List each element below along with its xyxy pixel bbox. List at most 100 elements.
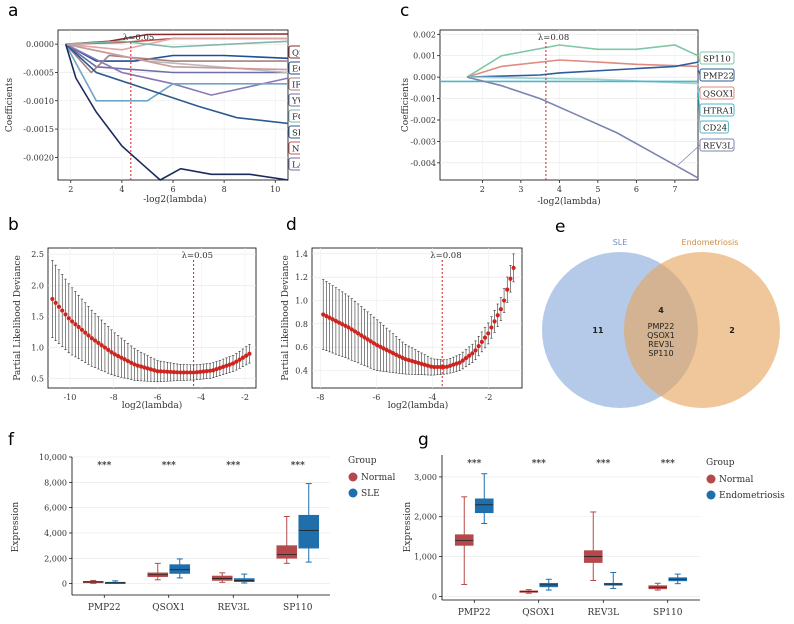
x-tick-label: 3 <box>518 185 523 194</box>
deviance-point <box>171 370 176 375</box>
deviance-point <box>247 351 252 356</box>
venn-count-overlap: 4 <box>658 306 664 315</box>
deviance-point <box>69 319 75 324</box>
deviance-point <box>324 314 329 319</box>
x-tick-label: 4 <box>119 185 124 194</box>
deviance-point <box>125 358 131 364</box>
y-tick-label: 0.8 <box>295 320 308 329</box>
x-tick-label: -10 <box>63 393 76 402</box>
y-tick-label: 0.4 <box>295 367 308 376</box>
box-endometriosis <box>474 498 494 514</box>
x-tick-label: -8 <box>110 393 118 402</box>
deviance-point <box>448 363 453 368</box>
gene-tag-box <box>288 77 300 91</box>
deviance-point <box>340 322 345 327</box>
deviance-point <box>230 361 236 366</box>
deviance-point <box>175 370 180 375</box>
deviance-point <box>441 364 446 370</box>
deviance-point <box>413 359 418 365</box>
deviance-point <box>102 345 108 350</box>
box-normal <box>276 545 298 559</box>
tag-connector <box>697 83 701 128</box>
significance-mark: *** <box>661 459 675 469</box>
x-tick-label: 2 <box>480 185 485 194</box>
gridlines-b <box>48 248 256 388</box>
deviance-point <box>198 369 203 374</box>
x-tick-label: SP110 <box>653 608 683 618</box>
gene-tags-c: SP110 PMP22 QSOX1 HTRA1 CD24 REV3L <box>677 51 735 166</box>
deviance-point <box>400 355 405 360</box>
venn-label-sle: SLE <box>613 238 628 247</box>
panel-a: a λ=0.05 0.0000 -0.0005 -0.0010 -0.0015 -0.0… <box>5 1 300 205</box>
y-tick-label: 0.002 <box>413 30 436 39</box>
y-ticks-f: 0 2,000 4,000 6,000 8,000 10,000 <box>39 453 72 589</box>
gene-tag-label: LAMP5 <box>292 161 300 171</box>
gene-tag-label: HTRA1 <box>703 107 734 117</box>
deviance-point <box>244 353 249 358</box>
panel-label-b: b <box>8 215 19 235</box>
plot-frame-d <box>311 247 523 389</box>
y-tick-label: -0.003 <box>410 137 436 146</box>
gene-tag-box <box>699 120 729 134</box>
plot-frame-c <box>439 29 699 181</box>
y-tick-label: -0.002 <box>410 116 436 125</box>
deviance-point <box>349 327 354 332</box>
x-ticks-f: PMP22 QSOX1 REV3L SP110 <box>88 595 313 613</box>
deviance-point <box>211 368 216 373</box>
gene-tag-label: YWHAE <box>291 97 300 107</box>
deviance-point <box>60 308 65 313</box>
deviance-point <box>406 358 411 363</box>
deviance-point <box>381 346 386 351</box>
significance-mark: *** <box>291 461 305 471</box>
deviance-point <box>451 362 456 367</box>
gene-tag-box <box>699 51 735 65</box>
tag-connector <box>677 144 701 166</box>
coef-line <box>65 43 288 74</box>
x-tick-label: REV3L <box>587 608 619 618</box>
y-ticks-b: 0.5 1.0 1.5 2.0 2.5 <box>31 250 44 383</box>
y-tick-label: 1.4 <box>295 250 308 259</box>
legend-marker-normal <box>706 474 716 484</box>
deviance-point <box>511 265 516 270</box>
deviance-point <box>432 364 437 370</box>
deviance-point <box>227 362 232 367</box>
panel-label-g: g <box>418 430 429 450</box>
gene-tags-a: QSOX1TRPC1EGR2REV3LIFI44PMP22YWHAEFOSTAG… <box>288 45 300 171</box>
gene-tag-label: QSOX1 <box>703 90 734 100</box>
x-tick-label: QSOX1 <box>522 608 555 618</box>
x-axis-label-d: log2(lambda) <box>388 400 448 411</box>
deviance-point <box>234 359 239 364</box>
deviance-point <box>416 360 421 366</box>
gene-tag-label: IFI44 <box>292 81 300 91</box>
coef-line <box>65 40 289 48</box>
deviance-point <box>53 300 58 305</box>
lambda-label-a: λ=0.05 <box>123 33 154 43</box>
x-axis-label-c: -log2(lambda) <box>537 196 601 207</box>
coef-line <box>64 43 289 181</box>
deviance-point <box>428 364 434 369</box>
deviance-point <box>135 363 140 368</box>
deviance-point <box>375 343 380 348</box>
legend-marker-sle <box>348 488 358 498</box>
deviance-point <box>336 320 342 325</box>
gene-tag-box <box>699 138 735 152</box>
y-tick-label: -0.0015 <box>23 125 54 134</box>
venn-gene: REV3L <box>648 340 674 349</box>
deviance-point <box>505 287 510 292</box>
deviance-point <box>498 307 504 312</box>
significance-mark: *** <box>162 461 176 471</box>
deviance-point <box>425 363 431 368</box>
gene-tag-box <box>699 86 735 100</box>
deviance-point <box>397 354 402 359</box>
gene-tag-box <box>288 93 300 107</box>
lambda-label-b: λ=0.05 <box>182 251 213 261</box>
panel-b: b λ=0.05 0.5 1.0 1.5 2.0 2.5 -10 -8 -6 -4 -2 log… <box>8 215 257 411</box>
deviance-point <box>330 317 335 322</box>
deviance-point <box>384 347 389 353</box>
legend-label-normal: Normal <box>719 475 753 485</box>
gene-tag-label: CD24 <box>703 124 727 134</box>
plot-frame-b <box>47 247 257 389</box>
venn-circle-endometriosis <box>624 252 780 408</box>
coef-lines-a <box>64 33 289 181</box>
